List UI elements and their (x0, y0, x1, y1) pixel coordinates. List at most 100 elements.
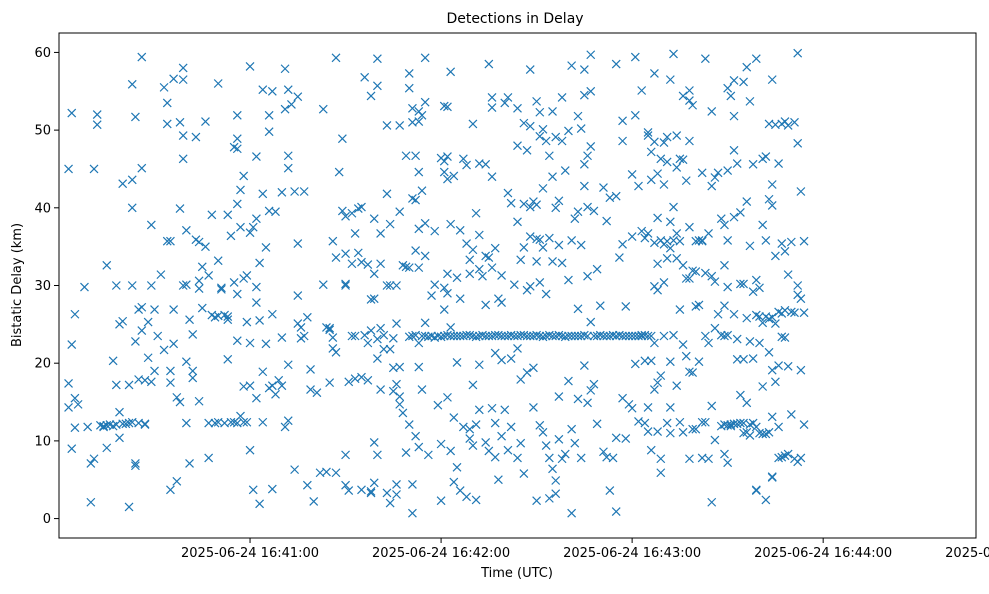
data-point-marker (232, 110, 242, 120)
data-point-marker (302, 480, 312, 490)
data-point-marker (226, 231, 236, 241)
data-point-marker (751, 275, 761, 285)
data-point-marker (573, 207, 583, 217)
data-point-marker (704, 229, 713, 238)
data-point-marker (232, 199, 242, 209)
data-point-marker (392, 281, 401, 290)
data-point-marker (732, 334, 742, 344)
data-point-marker (430, 280, 440, 290)
data-point-marker (786, 307, 796, 317)
data-point-marker (669, 330, 678, 340)
data-point-marker (137, 326, 147, 335)
data-point-marker (223, 210, 233, 220)
data-point-marker (551, 203, 561, 213)
data-point-marker (414, 167, 424, 177)
data-point-marker (643, 331, 653, 341)
data-point-marker (474, 405, 484, 415)
data-point-marker (544, 453, 554, 463)
data-point-marker (484, 253, 494, 262)
data-point-marker (516, 255, 526, 265)
data-point-marker (220, 310, 229, 320)
data-point-marker (366, 91, 376, 101)
data-point-marker (678, 340, 688, 349)
data-point-marker (764, 347, 774, 357)
data-point-marker (579, 65, 589, 74)
data-point-marker (341, 480, 350, 490)
data-point-marker (541, 289, 551, 299)
data-point-marker (255, 499, 265, 509)
data-point-marker (665, 75, 675, 85)
data-point-marker (433, 331, 443, 341)
data-point-marker (388, 386, 398, 396)
data-point-marker (532, 200, 542, 210)
data-point-marker (532, 234, 542, 244)
data-point-marker (411, 151, 421, 161)
data-point-marker (280, 422, 290, 432)
data-point-marker (379, 330, 389, 340)
data-point-marker (299, 187, 309, 196)
data-point-marker (726, 91, 736, 101)
data-point-marker (707, 181, 717, 191)
data-point-marker (643, 128, 653, 137)
data-point-marker (783, 449, 793, 459)
data-point-marker (516, 375, 526, 384)
data-point-marker (481, 300, 491, 310)
data-point-marker (465, 434, 475, 443)
data-point-marker (245, 228, 255, 238)
data-point-marker (146, 281, 156, 290)
data-point-marker (325, 323, 335, 333)
data-point-marker (745, 337, 755, 346)
data-point-marker (579, 361, 589, 370)
data-point-marker (223, 354, 233, 364)
data-point-marker (443, 152, 452, 161)
data-point-marker (423, 450, 433, 460)
data-point-marker (567, 331, 577, 341)
data-point-marker (481, 159, 491, 169)
data-point-marker (758, 318, 768, 328)
data-point-marker (535, 131, 545, 141)
data-point-marker (535, 331, 545, 341)
data-point-marker (704, 338, 713, 348)
data-point-marker (452, 273, 462, 283)
data-point-marker (774, 159, 784, 168)
data-point-marker (236, 185, 245, 195)
data-point-marker (707, 401, 717, 411)
data-point-marker (586, 142, 596, 151)
data-point-marker (723, 282, 733, 292)
data-point-marker (659, 138, 669, 147)
data-point-marker (283, 151, 293, 161)
data-point-marker (557, 454, 567, 464)
data-point-marker (729, 212, 739, 222)
data-point-marker (302, 312, 312, 322)
data-point-marker (264, 127, 274, 137)
data-point-marker (576, 124, 586, 133)
data-point-marker (710, 277, 720, 287)
data-point-marker (538, 427, 548, 437)
data-point-marker (420, 318, 430, 328)
data-point-marker (751, 422, 761, 432)
data-point-marker (86, 458, 96, 468)
data-point-marker (627, 232, 637, 241)
data-point-marker (755, 283, 764, 293)
data-point-marker (697, 236, 707, 245)
data-point-marker (525, 281, 535, 291)
data-point-marker (525, 232, 535, 241)
data-point-marker (764, 194, 774, 204)
data-point-marker (551, 476, 561, 485)
data-point-marker (446, 67, 456, 77)
data-point-marker (710, 323, 720, 333)
data-point-marker (395, 392, 405, 402)
data-point-marker (579, 330, 589, 340)
data-point-marker (166, 485, 175, 495)
data-point-marker (554, 434, 564, 444)
data-point-marker (541, 441, 551, 450)
x-axis: 2025-06-24 16:41:00 2025-06-24 16:42:00 20… (181, 538, 989, 561)
data-point-marker (576, 240, 586, 250)
data-point-marker (583, 151, 592, 161)
data-point-marker (395, 207, 405, 217)
data-point-marker (67, 444, 77, 454)
x-tick-label: 2025-06-24 16:42:00 (372, 546, 510, 561)
data-point-marker (554, 240, 564, 250)
data-point-marker (251, 393, 261, 403)
data-point-marker (449, 413, 459, 423)
